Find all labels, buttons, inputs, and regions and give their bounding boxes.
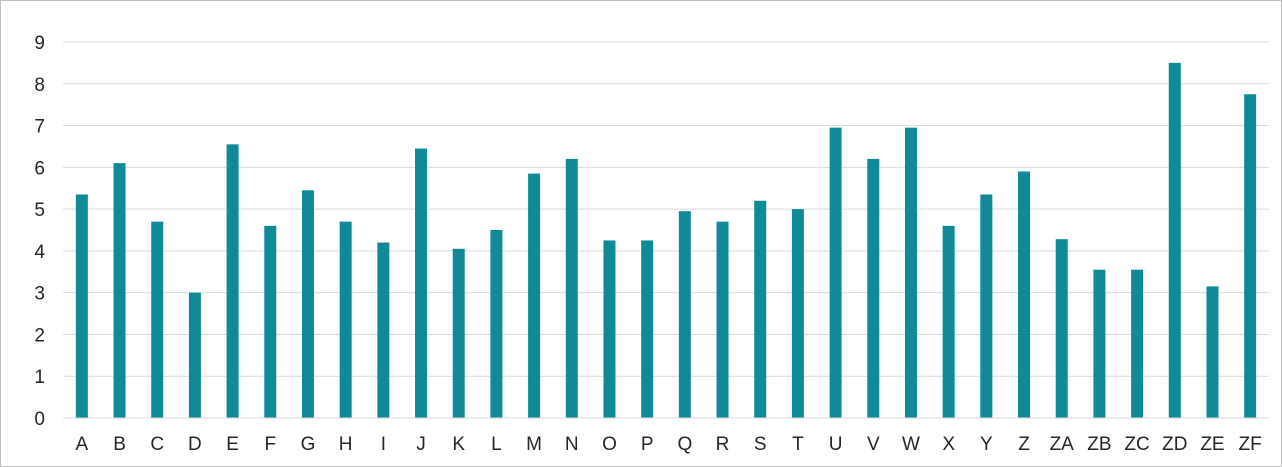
x-tick-label: H: [339, 434, 353, 455]
bar-g: [301, 190, 314, 418]
bar-zf: [1244, 94, 1257, 418]
bar-o: [603, 240, 616, 418]
bar-u: [829, 127, 842, 419]
bars: [75, 62, 1257, 419]
x-tick-label: C: [150, 434, 164, 455]
x-axis-tick-labels: A B C D E F G H I J K L M N O P Q R S T U V W X Y Z ZA ZB ZC ZD ZE ZF: [76, 434, 1262, 455]
bar-q: [678, 211, 691, 418]
gridlines: [63, 41, 1269, 377]
x-tick-label: T: [792, 434, 804, 455]
bar-w: [904, 127, 917, 419]
x-tick-label: D: [188, 434, 202, 455]
bar-c: [151, 221, 164, 418]
bar-x: [942, 225, 955, 418]
bar-s: [754, 200, 767, 418]
bar-ze: [1206, 286, 1219, 418]
bar-j: [415, 148, 428, 419]
x-tick-label: ZC: [1124, 434, 1149, 455]
bar-k: [452, 248, 465, 418]
bar-zb: [1093, 269, 1106, 418]
x-tick-label: E: [226, 434, 239, 455]
bar-r: [716, 221, 729, 418]
bar-m: [528, 173, 541, 418]
x-tick-label: W: [902, 434, 920, 455]
bar-b: [113, 163, 126, 418]
bar-t: [791, 209, 804, 418]
bar-za: [1055, 239, 1068, 418]
x-tick-label: O: [602, 434, 617, 455]
y-tick-label: 5: [34, 200, 45, 221]
y-tick-label: 1: [34, 367, 45, 388]
x-tick-label: ZB: [1087, 434, 1111, 455]
x-tick-label: B: [113, 434, 126, 455]
bar-v: [867, 158, 880, 418]
x-tick-label: P: [641, 434, 654, 455]
y-tick-label: 9: [34, 33, 45, 54]
x-tick-label: Y: [980, 434, 993, 455]
x-tick-label: N: [565, 434, 579, 455]
bar-d: [188, 292, 201, 418]
x-tick-label: M: [526, 434, 542, 455]
bar-i: [377, 242, 390, 418]
x-tick-label: A: [76, 434, 89, 455]
x-tick-label: S: [754, 434, 767, 455]
bar-e: [226, 144, 239, 418]
bar-zc: [1131, 269, 1144, 418]
bar-p: [641, 240, 654, 418]
bar-l: [490, 230, 503, 418]
y-tick-label: 8: [34, 75, 45, 96]
x-tick-label: Z: [1018, 434, 1030, 455]
y-tick-label: 0: [34, 409, 45, 430]
y-tick-label: 3: [34, 284, 45, 305]
x-tick-label: X: [942, 434, 955, 455]
bar-y: [980, 194, 993, 418]
bar-a: [75, 194, 88, 418]
y-tick-label: 4: [34, 242, 45, 263]
x-tick-label: L: [491, 434, 502, 455]
x-tick-label: R: [716, 434, 730, 455]
x-tick-label: U: [829, 434, 843, 455]
x-tick-label: ZD: [1162, 434, 1187, 455]
bar-h: [339, 221, 352, 418]
x-tick-label: K: [452, 434, 465, 455]
x-tick-label: I: [381, 434, 386, 455]
x-tick-label: J: [416, 434, 426, 455]
x-tick-label: ZE: [1200, 434, 1224, 455]
bar-n: [565, 158, 578, 418]
x-tick-label: Q: [677, 434, 692, 455]
bar-z: [1018, 171, 1031, 418]
y-tick-label: 6: [34, 158, 45, 179]
x-tick-label: V: [867, 434, 880, 455]
bar-f: [264, 225, 277, 418]
x-tick-label: ZF: [1239, 434, 1262, 455]
x-tick-label: F: [264, 434, 276, 455]
y-axis-tick-labels: 0 1 2 3 4 5 6 7 8 9: [34, 33, 45, 430]
bar-zd: [1168, 62, 1181, 419]
x-tick-label: ZA: [1050, 434, 1075, 455]
y-tick-label: 2: [34, 325, 45, 346]
y-tick-label: 7: [34, 117, 45, 138]
x-tick-label: G: [301, 434, 316, 455]
